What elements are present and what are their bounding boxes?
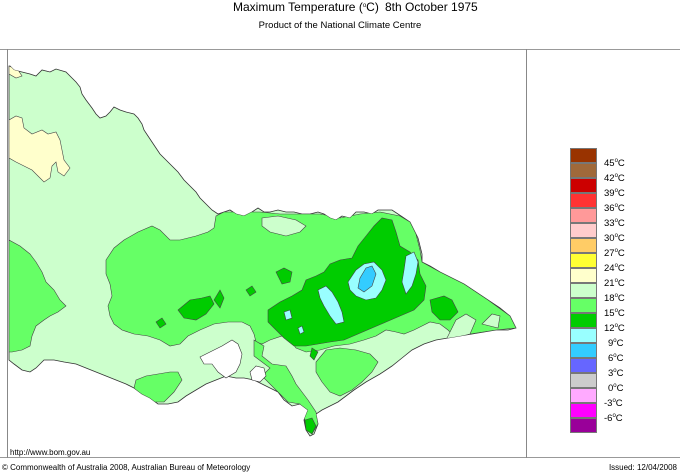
legend-swatch-30 — [570, 223, 597, 238]
legend-label: 24oC — [604, 263, 625, 274]
legend-label: -6oC — [604, 413, 623, 424]
legend-label: 36oC — [604, 203, 625, 214]
legend-label: 3oC — [608, 368, 624, 379]
legend-label: 45oC — [604, 158, 625, 169]
legend-swatch-9 — [570, 328, 597, 343]
legend-label: 18oC — [604, 293, 625, 304]
source-url: http://www.bom.gov.au — [10, 448, 91, 457]
legend-swatch-42 — [570, 163, 597, 178]
legend-swatch-0 — [570, 373, 597, 388]
legend-swatch-21 — [570, 268, 597, 283]
subtitle: Product of the National Climate Centre — [258, 20, 422, 31]
legend-swatch-15 — [570, 298, 597, 313]
outer-frame — [0, 49, 680, 458]
copyright-text: © Commonwealth of Australia 2008, Austra… — [2, 463, 251, 472]
legend-label: 39oC — [604, 188, 625, 199]
legend-label: -3oC — [604, 398, 623, 409]
legend-swatch-12 — [570, 313, 597, 328]
title-date: 8th October 1975 — [385, 0, 478, 14]
legend-swatch-minus6 — [570, 403, 597, 418]
legend-label: 33oC — [604, 218, 625, 229]
title-text: Maximum Temperature (oC) — [233, 0, 379, 14]
legend-swatch-27 — [570, 238, 597, 253]
legend-swatch-3 — [570, 358, 597, 373]
legend-label: 6oC — [608, 353, 624, 364]
legend-label: 42oC — [604, 173, 625, 184]
legend-swatch-45 — [570, 148, 597, 163]
legend-label: 12oC — [604, 323, 625, 334]
legend-swatch-39 — [570, 178, 597, 193]
legend-label: 0oC — [608, 383, 624, 394]
legend-swatch-24 — [570, 253, 597, 268]
legend-swatch-18 — [570, 283, 597, 298]
legend-swatch-36 — [570, 193, 597, 208]
legend-swatch-6 — [570, 343, 597, 358]
issued-date: Issued: 12/04/2008 — [608, 463, 677, 472]
legend-swatch-bottom — [570, 418, 597, 433]
legend-swatch-33 — [570, 208, 597, 223]
legend-label: 9oC — [608, 338, 624, 349]
legend-label: 21oC — [604, 278, 625, 289]
map-panel — [7, 49, 527, 458]
legend-label: 30oC — [604, 233, 625, 244]
legend-label: 15oC — [604, 308, 625, 319]
legend-swatch-minus3 — [570, 388, 597, 403]
legend-label: 27oC — [604, 248, 625, 259]
